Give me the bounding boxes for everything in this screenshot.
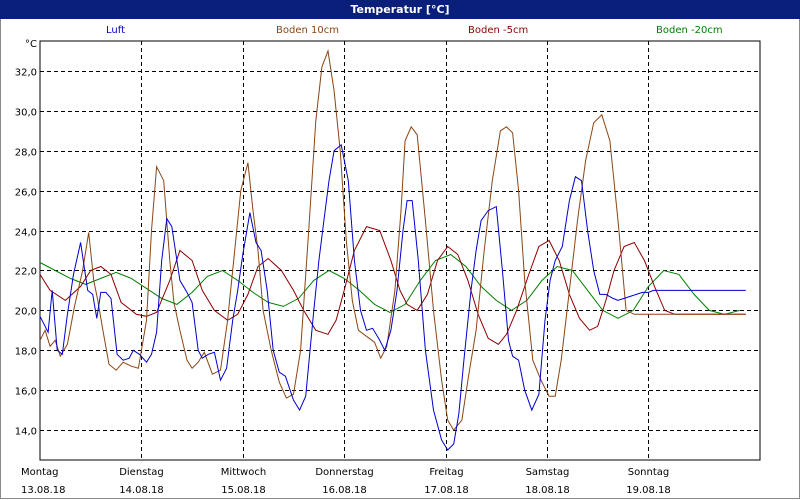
y-tick-label: 18,0	[15, 347, 37, 358]
x-date-label: 17.08.18	[424, 485, 469, 496]
series-line-boden-minus20cm	[39, 253, 740, 319]
y-tick-label: 28,0	[15, 148, 37, 159]
plot-area	[39, 40, 761, 461]
x-day-label: Montag	[21, 467, 58, 478]
legend-luft: Luft	[106, 25, 125, 36]
y-tick-label: 26,0	[15, 188, 37, 199]
series-line-luft	[39, 143, 746, 451]
x-date-label: 18.08.18	[525, 485, 570, 496]
legend-boden-minus5cm: Boden -5cm	[468, 25, 529, 36]
x-date-label: 13.08.18	[21, 485, 66, 496]
series-line-boden-10cm	[39, 49, 746, 431]
x-day-label: Mittwoch	[221, 467, 266, 478]
y-tick-label: 16,0	[15, 387, 37, 398]
x-date-label: 15.08.18	[221, 485, 266, 496]
x-day-label: Samstag	[526, 467, 570, 478]
y-tick-label: 14,0	[15, 427, 37, 438]
y-tick-label: 22,0	[15, 267, 37, 278]
y-tick-label: 24,0	[15, 228, 37, 239]
y-tick-label: 30,0	[15, 108, 37, 119]
chart-title: Temperatur [°C]	[0, 0, 800, 19]
legend-boden-minus20cm: Boden -20cm	[656, 25, 723, 36]
x-day-label: Freitag	[429, 467, 463, 478]
x-day-label: Sonntag	[628, 467, 670, 478]
x-day-label: Donnerstag	[315, 467, 373, 478]
y-tick-label: 32,0	[15, 68, 37, 79]
y-axis-unit: °C	[25, 39, 37, 50]
x-day-label: Dienstag	[119, 467, 164, 478]
y-tick-label: 20,0	[15, 307, 37, 318]
x-date-label: 16.08.18	[322, 485, 367, 496]
x-date-label: 14.08.18	[119, 485, 164, 496]
x-date-label: 19.08.18	[626, 485, 671, 496]
legend-boden-10cm: Boden 10cm	[276, 25, 339, 36]
